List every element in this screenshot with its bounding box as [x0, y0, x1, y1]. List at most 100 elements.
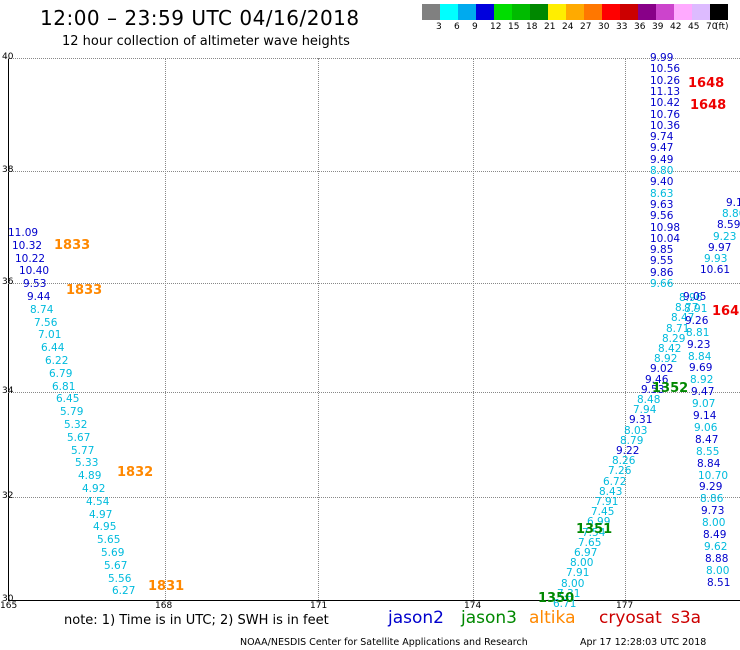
wave-height-value: 6.27 [112, 585, 136, 597]
wave-height-value: 8.51 [707, 577, 731, 589]
wave-height-value: 10.04 [650, 233, 681, 245]
note-text: note: 1) Time is in UTC; 2) SWH is in fe… [64, 613, 329, 628]
wave-height-value: 10.36 [650, 120, 681, 132]
pass-time-label: 1831 [148, 579, 185, 594]
pass-time-label: 164 [712, 304, 740, 319]
lon-label: 174 [464, 601, 482, 611]
legend-label: 27 [580, 22, 592, 32]
lon-gridline [318, 58, 319, 600]
wave-height-value: 9.05 [683, 291, 707, 303]
wave-height-value: 9.26 [685, 315, 709, 327]
lat-gridline [8, 497, 740, 498]
lon-gridline [473, 58, 474, 600]
legend-swatch [710, 4, 728, 20]
legend-label: 12 [490, 22, 502, 32]
wave-height-value: 9.66 [650, 278, 674, 290]
wave-height-value: 8.29 [662, 333, 686, 345]
pass-time-label: 1648 [688, 76, 725, 91]
wave-height-value: 10.61 [700, 264, 731, 276]
wave-height-value: 7.45 [591, 506, 615, 518]
wave-height-value: 9.23 [713, 231, 737, 243]
wave-height-value: 9.40 [650, 176, 674, 188]
wave-height-value: 9.02 [650, 363, 674, 375]
wave-height-value: 10.98 [650, 222, 681, 234]
legend-swatch [422, 4, 440, 20]
map-frame-left [8, 58, 9, 600]
wave-height-value: 5.56 [108, 573, 132, 585]
wave-height-value: 7.56 [34, 317, 58, 329]
wave-height-value: 8.63 [650, 188, 674, 200]
wave-height-value: 8.47 [671, 312, 695, 324]
wave-height-value: 7.65 [578, 537, 602, 549]
wave-height-value: 8.88 [705, 553, 729, 565]
legend-swatch [638, 4, 656, 20]
wave-height-value: 10.42 [650, 97, 681, 109]
wave-height-value: 5.77 [71, 445, 95, 457]
satellite-s3a: s3a [671, 608, 702, 628]
wave-height-value: 8.96 [679, 292, 703, 304]
wave-height-value: 5.67 [104, 560, 128, 572]
wave-height-value: 6.22 [45, 355, 69, 367]
wave-height-value: 8.43 [599, 486, 623, 498]
wave-height-value: 9.29 [699, 481, 723, 493]
wave-height-value: 10.32 [12, 240, 43, 252]
wave-height-value: 4.54 [86, 496, 110, 508]
satellite-jason3: jason3 [461, 608, 517, 628]
legend-label: 18 [526, 22, 538, 32]
wave-height-value: 6.79 [49, 368, 73, 380]
page-title: 12:00 – 23:59 UTC 04/16/2018 [40, 6, 360, 30]
wave-height-value: 10.22 [15, 253, 46, 265]
legend-unit: (ft) [715, 22, 729, 32]
wave-height-value: 6.81 [52, 381, 76, 393]
wave-height-value: 8.92 [690, 374, 714, 386]
wave-height-value: 7.31 [557, 588, 581, 600]
wave-height-value: 9.1 [726, 197, 740, 209]
wave-height-value: 9.53 [641, 384, 665, 396]
wave-height-value: 9.93 [704, 253, 728, 265]
wave-height-value: 10.40 [19, 265, 50, 277]
wave-height-value: 7.94 [633, 404, 657, 416]
legend-swatch [548, 4, 566, 20]
legend-swatch [602, 4, 620, 20]
lat-label: 30 [2, 594, 14, 604]
legend-label: 15 [508, 22, 520, 32]
legend-label: 45 [688, 22, 700, 32]
lat-label: 40 [2, 52, 14, 62]
wave-height-value: 10.70 [698, 470, 729, 482]
page-subtitle: 12 hour collection of altimeter wave hei… [62, 34, 350, 49]
wave-height-value: 10.56 [650, 63, 681, 75]
wave-height-value: 8.80 [722, 208, 740, 220]
satellite-altika: altika [529, 608, 576, 628]
wave-height-value: 8.92 [654, 353, 678, 365]
wave-height-value: 8.00 [570, 557, 594, 569]
wave-height-value: 9.85 [650, 244, 674, 256]
legend-swatch [512, 4, 530, 20]
pass-time-label: 1833 [54, 238, 91, 253]
wave-height-value: 9.73 [701, 505, 725, 517]
legend-swatch [620, 4, 638, 20]
legend-label: 33 [616, 22, 628, 32]
wave-height-value: 9.23 [687, 339, 711, 351]
wave-height-value: 6.44 [41, 342, 65, 354]
lat-gridline [8, 283, 740, 284]
wave-height-value: 5.65 [97, 534, 121, 546]
wave-height-value: 4.92 [82, 483, 106, 495]
legend-label: 3 [436, 22, 442, 32]
legend-swatch [494, 4, 512, 20]
wave-height-value: 9.46 [645, 374, 669, 386]
wave-height-value: 7.91 [566, 567, 590, 579]
lat-label: 32 [2, 491, 14, 501]
wave-height-value: 7.54 [582, 527, 606, 539]
wave-height-value: 10.26 [650, 75, 681, 87]
wave-height-value: 5.67 [67, 432, 91, 444]
legend-label: 30 [598, 22, 610, 32]
wave-height-value: 9.22 [616, 445, 640, 457]
legend-label: 24 [562, 22, 574, 32]
wave-height-value: 8.26 [612, 455, 636, 467]
legend-swatch [530, 4, 548, 20]
wave-height-value: 8.49 [703, 529, 727, 541]
map-frame-bottom [8, 600, 740, 601]
wave-height-value: 6.99 [587, 516, 611, 528]
wave-height-value: 9.47 [650, 142, 674, 154]
legend-label: 6 [454, 22, 460, 32]
